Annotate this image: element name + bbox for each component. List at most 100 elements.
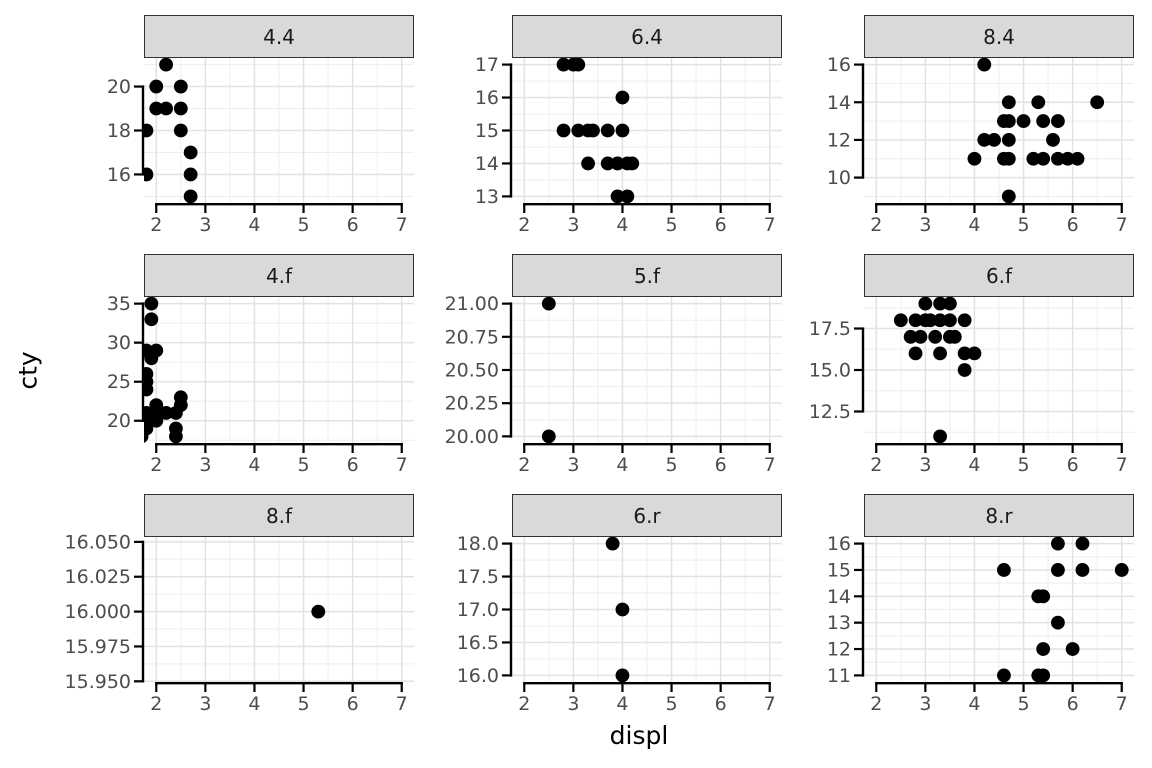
data-point: [159, 58, 173, 72]
x-tick-label: 2: [150, 214, 162, 236]
data-point: [1036, 114, 1051, 128]
x-tick-label: 6: [347, 214, 359, 236]
x-tick-label: 5: [297, 454, 309, 476]
data-point: [173, 79, 188, 94]
y-tick-label: 15.0: [809, 360, 851, 382]
data-point: [977, 133, 992, 147]
data-point: [610, 189, 625, 203]
x-tick-label: 4: [616, 454, 628, 476]
points-layer: [997, 537, 1129, 682]
x-tick-label: 4: [616, 693, 628, 715]
points-layer: [967, 58, 1105, 203]
x-tick-label: 5: [1017, 693, 1029, 715]
data-point: [183, 167, 198, 182]
data-point: [947, 329, 962, 344]
x-tick-label: 2: [518, 454, 530, 476]
y-tick-label: 15: [475, 120, 499, 142]
y-tick-label: 10: [827, 167, 851, 189]
x-tick-label: 4: [248, 214, 260, 236]
data-point: [1026, 151, 1041, 166]
y-tick-label: 20: [107, 410, 131, 432]
points-layer: [605, 537, 630, 682]
x-tick-label: 4: [248, 454, 260, 476]
data-point: [149, 101, 164, 116]
data-point: [600, 123, 615, 138]
facet-strip-label: 6.4: [631, 24, 663, 49]
x-tick-label: 6: [715, 214, 727, 236]
facet-strip-label: 6.r: [633, 503, 661, 528]
x-tick-label: 4: [616, 214, 628, 236]
data-point: [1114, 563, 1129, 577]
x-tick-label: 4: [968, 454, 980, 476]
data-point: [1001, 151, 1016, 166]
data-point: [1051, 615, 1065, 630]
data-point: [159, 406, 173, 420]
x-tick-label: 6: [715, 454, 727, 476]
data-point: [1090, 95, 1105, 110]
data-point: [556, 123, 571, 138]
data-point: [957, 363, 972, 377]
data-point: [605, 537, 620, 551]
x-tick-label: 4: [968, 214, 980, 236]
facet-strip-label: 8.f: [265, 503, 293, 528]
facet-strip-6.r: 6.r: [512, 494, 782, 537]
data-point: [1060, 151, 1075, 166]
y-tick-label: 13: [827, 612, 851, 634]
data-point: [169, 406, 183, 420]
data-point: [997, 563, 1011, 577]
x-tick-label: 3: [199, 454, 211, 476]
data-point: [1001, 95, 1016, 110]
data-point: [933, 313, 947, 328]
x-tick-label: 2: [518, 214, 530, 236]
data-point: [615, 123, 630, 138]
data-point: [1051, 563, 1065, 577]
y-tick-label: 30: [107, 332, 131, 354]
data-point: [1036, 151, 1051, 166]
x-tick-label: 5: [297, 693, 309, 715]
x-tick-label: 3: [199, 214, 211, 236]
data-point: [541, 297, 556, 311]
data-point: [620, 189, 635, 203]
y-tick-label: 15.950: [65, 671, 131, 693]
points-layer: [311, 604, 326, 619]
data-point: [913, 329, 928, 344]
y-tick-label: 14: [827, 586, 851, 608]
facet-strip-label: 4.f: [265, 263, 293, 288]
y-tick-label: 20.50: [445, 360, 499, 382]
y-tick-label: 35: [107, 293, 131, 315]
facet-strip-label: 8.4: [983, 24, 1015, 49]
y-tick-label: 17.0: [457, 599, 499, 621]
data-point: [977, 58, 992, 72]
data-point: [149, 79, 164, 94]
x-tick-label: 2: [870, 693, 882, 715]
data-point: [1070, 151, 1085, 166]
data-point: [928, 329, 943, 344]
y-tick-label: 16: [107, 164, 131, 186]
x-tick-label: 2: [150, 454, 162, 476]
x-tick-label: 7: [764, 693, 776, 715]
data-point: [908, 346, 923, 361]
facet-strip-label: 6.f: [985, 263, 1013, 288]
x-tick-label: 7: [1116, 214, 1128, 236]
data-point: [311, 604, 326, 619]
data-point: [933, 297, 947, 311]
y-tick-label: 16.050: [65, 531, 131, 553]
data-point: [625, 156, 640, 171]
points-layer: [144, 297, 188, 443]
data-point: [1051, 537, 1065, 551]
y-tick-label: 25: [107, 371, 131, 393]
y-tick-label: 18: [107, 120, 131, 142]
data-point: [556, 58, 571, 72]
data-point: [1065, 642, 1080, 656]
facet-strip-6.f: 6.f: [864, 254, 1134, 297]
data-point: [957, 346, 972, 361]
data-point: [610, 156, 625, 171]
y-tick-label: 16: [827, 533, 851, 555]
data-point: [1036, 589, 1051, 604]
data-point: [144, 312, 159, 327]
facet-strip-6.4: 6.4: [512, 15, 782, 58]
data-point: [1001, 189, 1016, 203]
data-point: [1051, 151, 1065, 166]
x-tick-label: 4: [968, 693, 980, 715]
x-tick-label: 5: [1017, 454, 1029, 476]
